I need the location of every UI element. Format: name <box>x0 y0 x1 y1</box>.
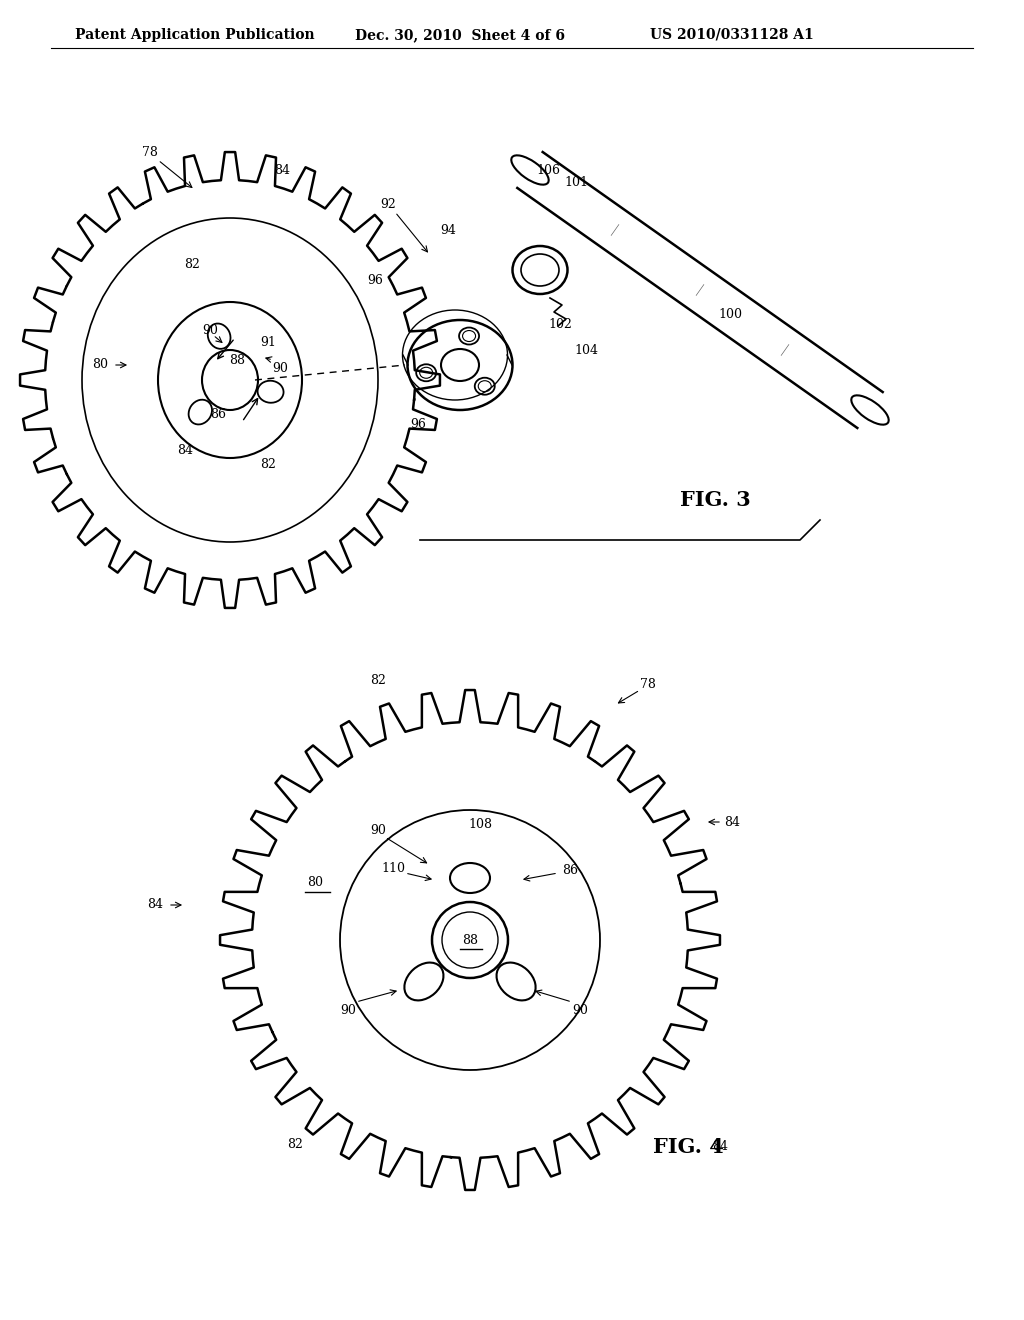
Text: 82: 82 <box>260 458 275 471</box>
Text: 82: 82 <box>370 673 386 686</box>
Text: US 2010/0331128 A1: US 2010/0331128 A1 <box>650 28 814 42</box>
Text: Patent Application Publication: Patent Application Publication <box>75 28 314 42</box>
Text: 82: 82 <box>287 1138 303 1151</box>
Text: 80: 80 <box>92 359 108 371</box>
Text: FIG. 3: FIG. 3 <box>680 490 751 510</box>
Text: 110: 110 <box>381 862 406 874</box>
Text: 88: 88 <box>462 933 478 946</box>
Text: 102: 102 <box>548 318 572 331</box>
Text: 106: 106 <box>536 164 560 177</box>
Text: 94: 94 <box>440 223 456 236</box>
Text: Dec. 30, 2010  Sheet 4 of 6: Dec. 30, 2010 Sheet 4 of 6 <box>355 28 565 42</box>
Text: 86: 86 <box>562 863 578 876</box>
Text: 84: 84 <box>712 1140 728 1154</box>
Text: 96: 96 <box>410 418 426 432</box>
Text: 90: 90 <box>340 1003 356 1016</box>
Text: 90: 90 <box>370 824 386 837</box>
Text: 78: 78 <box>640 678 656 692</box>
Text: 92: 92 <box>380 198 396 211</box>
Text: 78: 78 <box>142 145 158 158</box>
Text: 88: 88 <box>229 354 245 367</box>
Text: 96: 96 <box>367 273 383 286</box>
Text: 90: 90 <box>272 362 288 375</box>
Text: FIG. 4: FIG. 4 <box>653 1137 724 1158</box>
Text: 100: 100 <box>718 309 742 322</box>
Text: 80: 80 <box>307 876 323 890</box>
Text: 104: 104 <box>574 343 598 356</box>
Text: 84: 84 <box>177 444 193 457</box>
Text: 101: 101 <box>564 176 588 189</box>
Text: 91: 91 <box>260 335 275 348</box>
Text: 84: 84 <box>274 164 290 177</box>
Text: 90: 90 <box>202 323 218 337</box>
Text: 90: 90 <box>572 1003 588 1016</box>
Text: 108: 108 <box>468 818 492 832</box>
Text: 86: 86 <box>210 408 226 421</box>
Text: 82: 82 <box>184 259 200 272</box>
Text: 84: 84 <box>147 899 163 912</box>
Text: 84: 84 <box>724 816 740 829</box>
